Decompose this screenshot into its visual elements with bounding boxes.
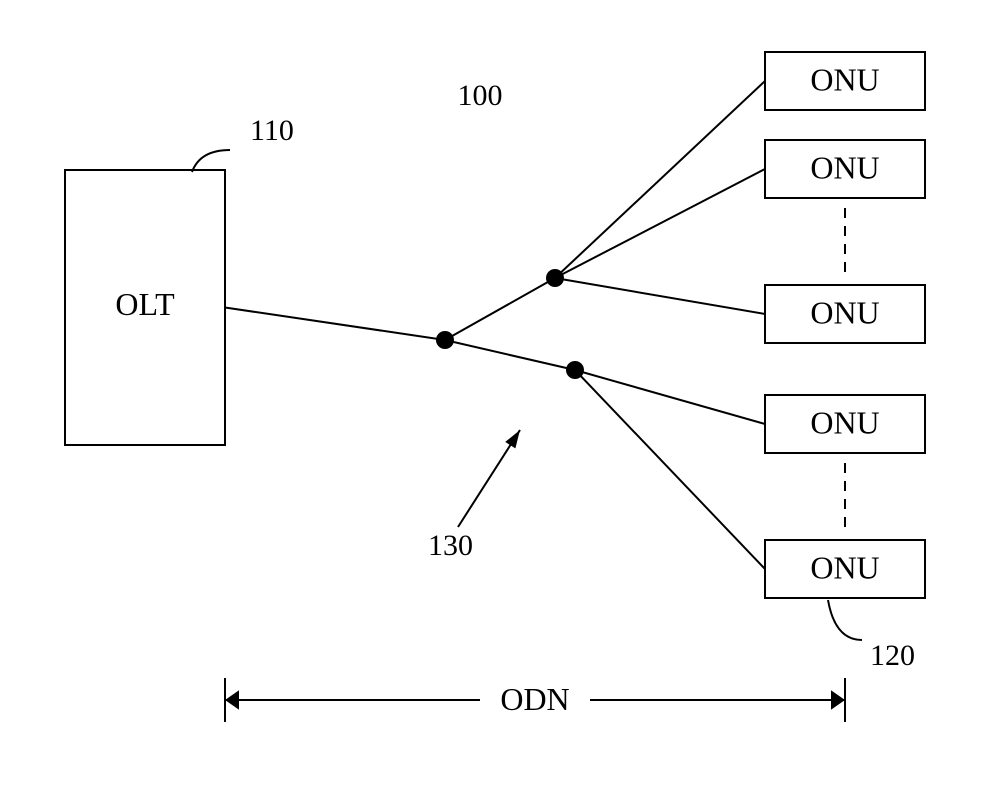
arrowhead-icon bbox=[505, 430, 520, 448]
edge bbox=[225, 308, 445, 341]
ref-label-100: 100 bbox=[458, 79, 503, 112]
edge bbox=[445, 340, 575, 370]
olt-label: OLT bbox=[115, 286, 175, 322]
onu-label: ONU bbox=[810, 61, 879, 97]
arrowhead-icon bbox=[831, 690, 845, 710]
ref-label-110: 110 bbox=[250, 114, 294, 147]
odn-label: ODN bbox=[500, 681, 569, 717]
edge bbox=[575, 370, 765, 569]
onu-label: ONU bbox=[810, 149, 879, 185]
onu-label: ONU bbox=[810, 549, 879, 585]
splitter-node bbox=[566, 361, 584, 379]
onu-label: ONU bbox=[810, 404, 879, 440]
ref-leader-110 bbox=[192, 150, 230, 172]
splitter-node bbox=[546, 269, 564, 287]
ref-label-120: 120 bbox=[870, 639, 915, 672]
onu-label: ONU bbox=[810, 294, 879, 330]
arrowhead-icon bbox=[225, 690, 239, 710]
edge bbox=[555, 169, 765, 278]
splitter-node bbox=[436, 331, 454, 349]
edge bbox=[555, 81, 765, 278]
edge bbox=[555, 278, 765, 314]
ref-label-130: 130 bbox=[428, 529, 473, 562]
edge bbox=[445, 278, 555, 340]
edge bbox=[575, 370, 765, 424]
ref-leader-120 bbox=[828, 600, 862, 640]
